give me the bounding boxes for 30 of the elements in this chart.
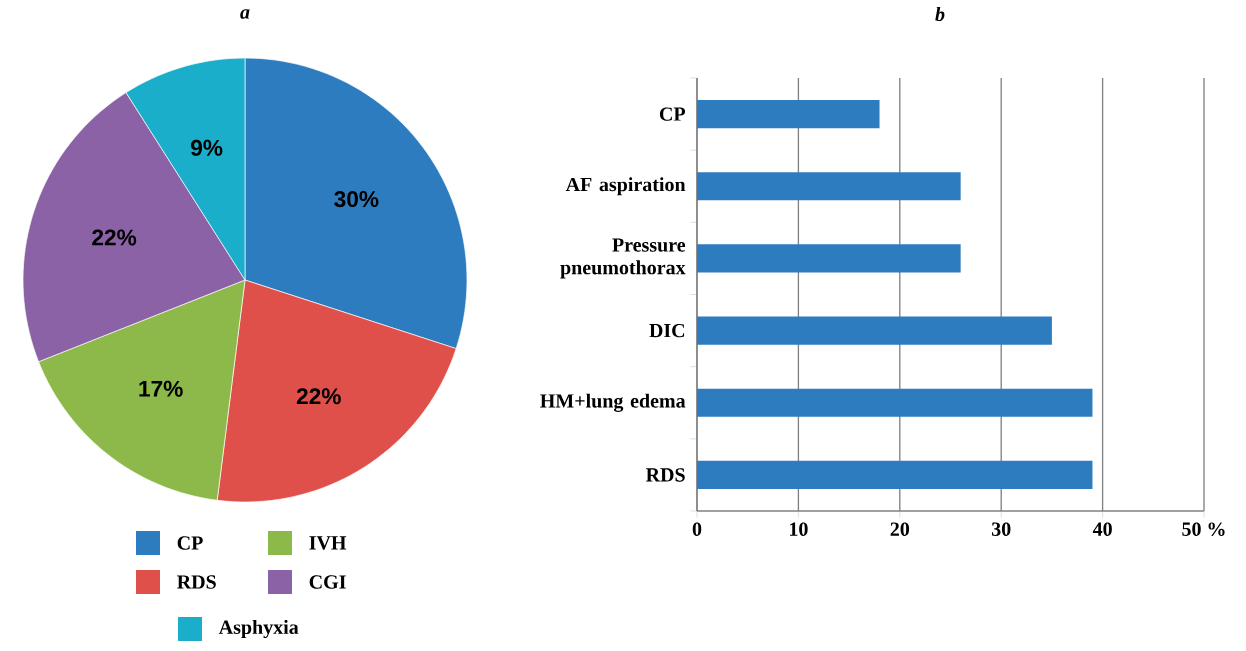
bar [697, 316, 1052, 345]
legend-label: CGI [309, 575, 346, 589]
y-tick-label: RDS [645, 468, 685, 482]
bar [697, 100, 880, 129]
x-tick-label: 20 [890, 522, 910, 536]
x-tick-label: 50 % [1182, 522, 1225, 536]
y-tick-label: Pressure pneumothorax [560, 238, 686, 279]
bar [697, 172, 961, 201]
data-label: 17% [139, 380, 183, 397]
legend-label: Asphyxia [218, 619, 299, 639]
y-tick-label: DIC [649, 323, 685, 338]
y-tick-label: CP [659, 107, 686, 121]
x-tick-label: 0 [692, 522, 702, 536]
bar [697, 244, 961, 273]
chart-title: a [240, 9, 250, 19]
x-tick-label: 10 [790, 522, 808, 536]
legend-label: IVH [309, 536, 347, 550]
data-label: 22% [92, 229, 137, 246]
x-tick-label: 30 [991, 522, 1011, 536]
y-tick-label: AF aspiration [565, 177, 686, 196]
data-label: 30% [334, 191, 379, 208]
chart-title: b [935, 6, 945, 22]
data-label: 22% [296, 388, 341, 405]
y-tick-label: HM+lung edema [540, 393, 686, 412]
data-label: 9% [191, 139, 223, 156]
x-tick-label: 40 [1092, 522, 1112, 536]
legend-label: RDS [177, 575, 216, 589]
bar [697, 388, 1093, 417]
legend-label: CP [177, 536, 203, 550]
bar [697, 460, 1093, 490]
